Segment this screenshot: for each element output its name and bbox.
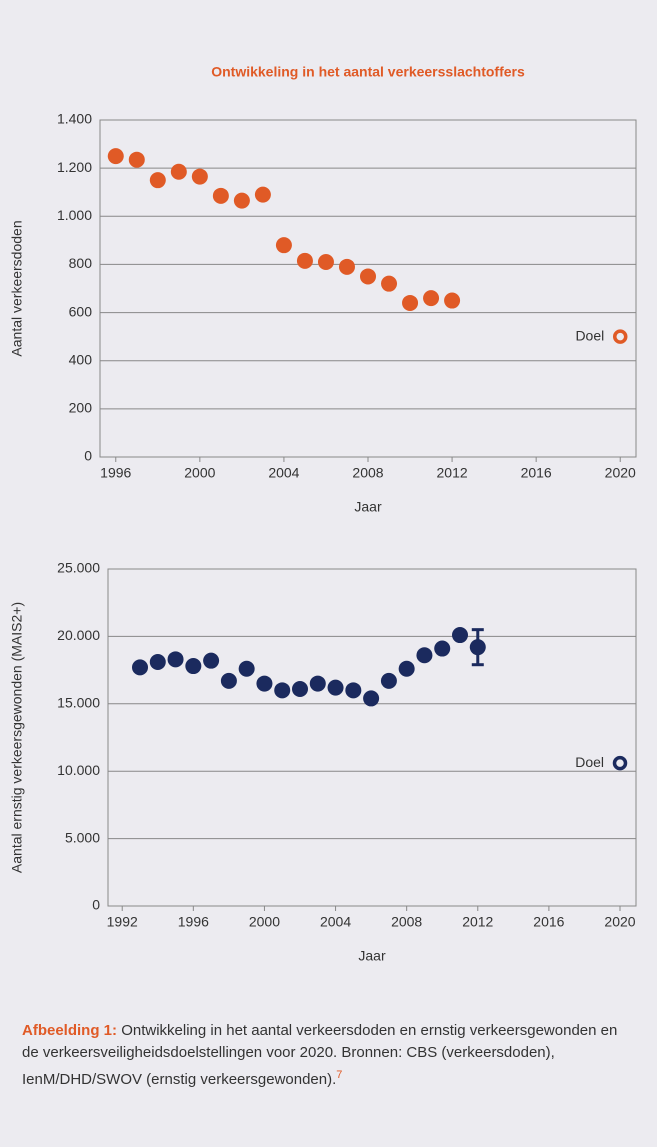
caption: Afbeelding 1: Ontwikkeling in het aantal… — [22, 1020, 632, 1091]
target-label: Doel — [575, 754, 604, 770]
point — [360, 268, 376, 285]
point — [220, 672, 237, 689]
x-tick-label: 2000 — [184, 465, 215, 481]
x-tick-label: 2016 — [521, 465, 552, 481]
caption-label: Afbeelding 1: — [22, 1022, 118, 1039]
x-tick-label: 2000 — [249, 914, 280, 930]
caption-note: 7 — [336, 1069, 343, 1081]
y-tick-label: 10.000 — [57, 762, 100, 778]
x-tick-label: 2012 — [437, 465, 468, 481]
point — [381, 275, 398, 292]
point — [469, 639, 486, 656]
x-tick-label: 2004 — [320, 914, 351, 930]
y-tick-label: 5.000 — [65, 829, 100, 845]
point — [149, 654, 166, 671]
point — [338, 258, 355, 275]
point — [317, 254, 334, 271]
point — [203, 652, 220, 669]
x-tick-label: 1996 — [100, 465, 131, 481]
point — [107, 148, 124, 165]
x-axis-label: Jaar — [358, 948, 386, 964]
caption-text: Ontwikkeling in het aantal verkeersdoden… — [22, 1022, 618, 1088]
point — [238, 660, 255, 677]
y-tick-label: 15.000 — [57, 695, 100, 711]
point — [292, 680, 308, 697]
point — [212, 187, 229, 204]
y-axis-label: Aantal verkeersdoden — [9, 220, 25, 356]
point — [275, 237, 292, 254]
point — [398, 660, 415, 677]
x-tick-label: 2020 — [605, 465, 636, 481]
point — [233, 192, 250, 209]
target-point — [612, 755, 628, 771]
point — [345, 682, 362, 699]
x-tick-label: 1996 — [178, 914, 209, 930]
point — [128, 151, 145, 168]
x-tick-label: 2016 — [533, 914, 564, 930]
point — [191, 168, 208, 185]
point — [149, 172, 166, 189]
point — [296, 252, 313, 269]
y-tick-label: 600 — [69, 303, 93, 319]
point — [274, 682, 291, 699]
x-tick-label: 2008 — [391, 914, 422, 930]
point — [254, 186, 271, 203]
point — [444, 292, 461, 309]
y-tick-label: 20.000 — [57, 627, 100, 643]
target-point — [612, 329, 628, 344]
x-tick-label: 2008 — [352, 465, 383, 481]
y-tick-label: 0 — [92, 897, 100, 913]
y-tick-label: 800 — [69, 255, 93, 271]
y-axis-label: Aantal ernstig verkeersgewonden (MAIS2+) — [9, 602, 25, 873]
x-tick-label: 1992 — [107, 914, 138, 930]
x-axis-label: Jaar — [354, 499, 382, 515]
point — [380, 672, 397, 689]
point — [309, 675, 326, 692]
point — [327, 679, 344, 696]
target-label: Doel — [575, 327, 604, 343]
point — [167, 651, 184, 668]
point — [416, 647, 433, 664]
y-tick-label: 1.400 — [57, 111, 92, 127]
point — [185, 658, 202, 675]
point — [423, 290, 440, 307]
x-tick-label: 2004 — [268, 465, 299, 481]
point — [170, 163, 187, 180]
x-tick-label: 2012 — [462, 914, 493, 930]
y-tick-label: 1.000 — [57, 207, 92, 223]
x-tick-label: 2020 — [604, 914, 635, 930]
y-tick-label: 400 — [69, 351, 93, 367]
point — [452, 627, 468, 644]
y-tick-label: 25.000 — [57, 560, 100, 576]
point — [402, 294, 419, 311]
y-tick-label: 1.200 — [57, 159, 92, 175]
point — [132, 659, 148, 676]
plot-area — [107, 568, 637, 907]
chart-title: Ontwikkeling in het aantal verkeersslach… — [211, 64, 525, 80]
charts: Ontwikkeling in het aantal verkeersslach… — [9, 64, 637, 964]
y-tick-label: 200 — [69, 400, 93, 416]
point — [434, 640, 451, 657]
y-tick-label: 0 — [84, 448, 92, 464]
point — [363, 690, 380, 707]
point — [256, 675, 273, 692]
